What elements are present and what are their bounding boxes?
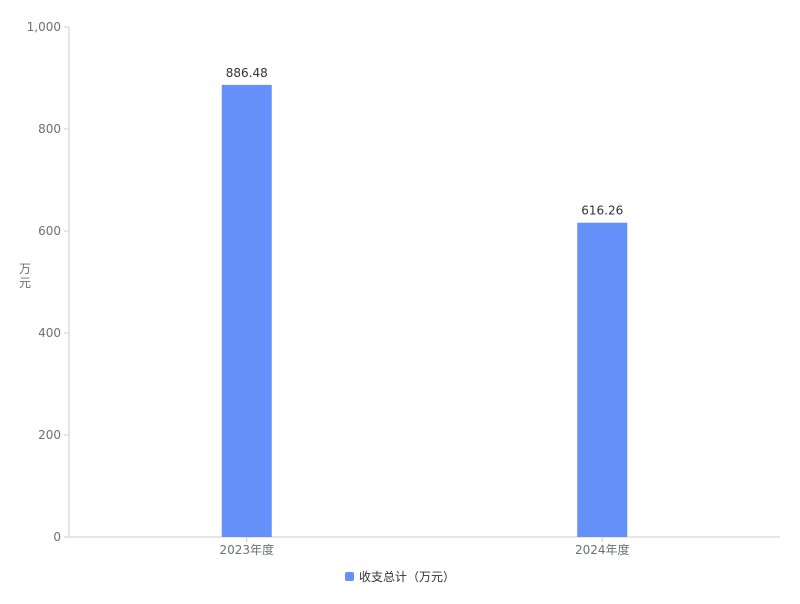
y-tick-label: 0: [53, 530, 61, 544]
y-tick-label: 200: [38, 428, 61, 442]
bar: [577, 222, 628, 537]
y-axis-label: 万元: [19, 262, 31, 290]
y-tick-label: 400: [38, 326, 61, 340]
legend-label: 收支总计（万元）: [359, 570, 455, 584]
data-label: 886.48: [226, 66, 268, 80]
y-tick-label: 600: [38, 224, 61, 238]
x-tick-label: 2023年度: [219, 542, 274, 557]
y-tick-label: 800: [38, 122, 61, 136]
legend-marker: [345, 572, 354, 581]
data-label: 616.26: [581, 204, 623, 218]
bar: [221, 84, 272, 537]
x-tick-label: 2024年度: [575, 542, 630, 557]
y-tick-label: 1,000: [27, 20, 61, 34]
